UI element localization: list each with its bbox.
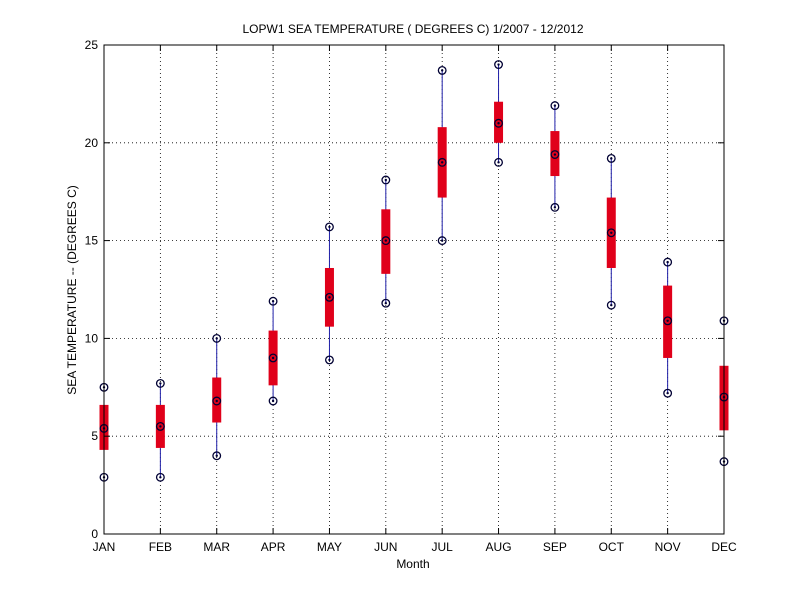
max-marker-dot (159, 382, 162, 385)
x-tick-label: JUL (432, 540, 454, 554)
median-marker-dot (666, 319, 669, 322)
x-tick-label: AUG (486, 540, 512, 554)
y-tick-label: 15 (85, 234, 99, 248)
min-marker-dot (666, 391, 669, 395)
median-marker (268, 353, 278, 363)
box-feb (155, 378, 165, 482)
box-aug (494, 60, 504, 167)
max-marker (212, 333, 222, 343)
max-marker (550, 101, 560, 111)
grid-layer (104, 45, 724, 534)
box-oct (606, 153, 616, 310)
median-marker (155, 421, 165, 431)
median-marker (381, 236, 391, 246)
min-marker-dot (328, 358, 331, 362)
box-sep (550, 101, 560, 212)
max-marker-dot (215, 337, 218, 340)
min-marker-dot (440, 239, 444, 242)
min-marker-dot (271, 399, 275, 403)
y-axis-label: SEA TEMPERATURE -- (DEGREES C) (65, 185, 79, 395)
min-marker (325, 355, 334, 365)
min-marker (212, 451, 222, 461)
median-marker (212, 396, 222, 406)
min-marker (437, 236, 447, 246)
median-marker (437, 157, 447, 167)
x-tick-label: APR (261, 540, 286, 554)
max-marker-dot (384, 178, 388, 182)
max-marker-dot (666, 260, 669, 264)
min-marker (268, 396, 278, 406)
max-marker-dot (440, 69, 444, 72)
x-tick-label: OCT (599, 540, 625, 554)
box-may (324, 222, 334, 365)
box-jul (437, 65, 447, 246)
x-tick-label: MAR (203, 540, 230, 554)
y-tick-label: 5 (91, 429, 98, 443)
min-marker (155, 472, 165, 482)
max-marker-dot (328, 225, 331, 229)
y-tick-label: 25 (85, 38, 99, 52)
min-marker (550, 202, 560, 212)
y-tick-label: 10 (85, 331, 99, 345)
box-apr (268, 296, 278, 406)
min-marker (606, 300, 616, 310)
y-tick-label: 20 (85, 136, 99, 150)
max-marker (155, 378, 165, 388)
median-marker (494, 118, 503, 128)
min-marker-dot (384, 301, 388, 305)
x-axis-label: Month (396, 557, 429, 571)
max-marker (437, 65, 447, 75)
max-marker-dot (610, 157, 613, 160)
max-marker-dot (497, 63, 500, 66)
chart-title: LOPW1 SEA TEMPERATURE ( DEGREES C) 1/200… (242, 22, 583, 36)
median-marker (663, 316, 673, 326)
box-mar (212, 333, 222, 461)
max-marker (268, 296, 278, 306)
x-tick-label: DEC (711, 540, 737, 554)
max-marker (325, 222, 334, 232)
median-marker-dot (497, 122, 500, 125)
median-marker (550, 150, 560, 159)
median-marker-dot (328, 296, 331, 299)
max-marker (606, 153, 616, 163)
x-tick-label: JAN (93, 540, 116, 554)
min-marker-dot (553, 206, 557, 209)
box-nov (663, 257, 673, 398)
x-tick-label: MAY (317, 540, 342, 554)
max-marker-dot (553, 104, 557, 107)
min-marker (381, 298, 391, 308)
median-marker-dot (553, 153, 557, 156)
max-marker-dot (271, 300, 275, 303)
median-marker (606, 228, 616, 238)
x-tick-label: NOV (655, 540, 681, 554)
median-marker-dot (159, 425, 162, 428)
x-tick-label: SEP (543, 540, 567, 554)
min-marker-dot (610, 303, 613, 307)
min-marker-dot (215, 454, 218, 457)
y-tick-label: 0 (91, 527, 98, 541)
boxes-layer (99, 60, 729, 482)
max-marker (494, 60, 503, 70)
plot-frame (103, 44, 725, 535)
median-marker (325, 292, 334, 302)
min-marker-dot (497, 161, 500, 164)
ticks-layer: 0 5 10 15 20 25 JAN FEB MAR APR MAY JUN JUL AUG SEP OCT… (85, 38, 737, 554)
median-marker-dot (440, 161, 444, 164)
min-marker-dot (159, 476, 162, 479)
median-marker-dot (384, 239, 388, 242)
box-jun (381, 175, 391, 308)
median-marker-dot (271, 356, 275, 360)
min-marker (663, 388, 673, 398)
max-marker (663, 257, 673, 267)
x-tick-label: FEB (149, 540, 172, 554)
median-marker-dot (610, 231, 613, 234)
median-marker-dot (215, 399, 218, 403)
min-marker (494, 157, 503, 167)
max-marker (381, 175, 391, 185)
x-tick-label: JUN (374, 540, 397, 554)
